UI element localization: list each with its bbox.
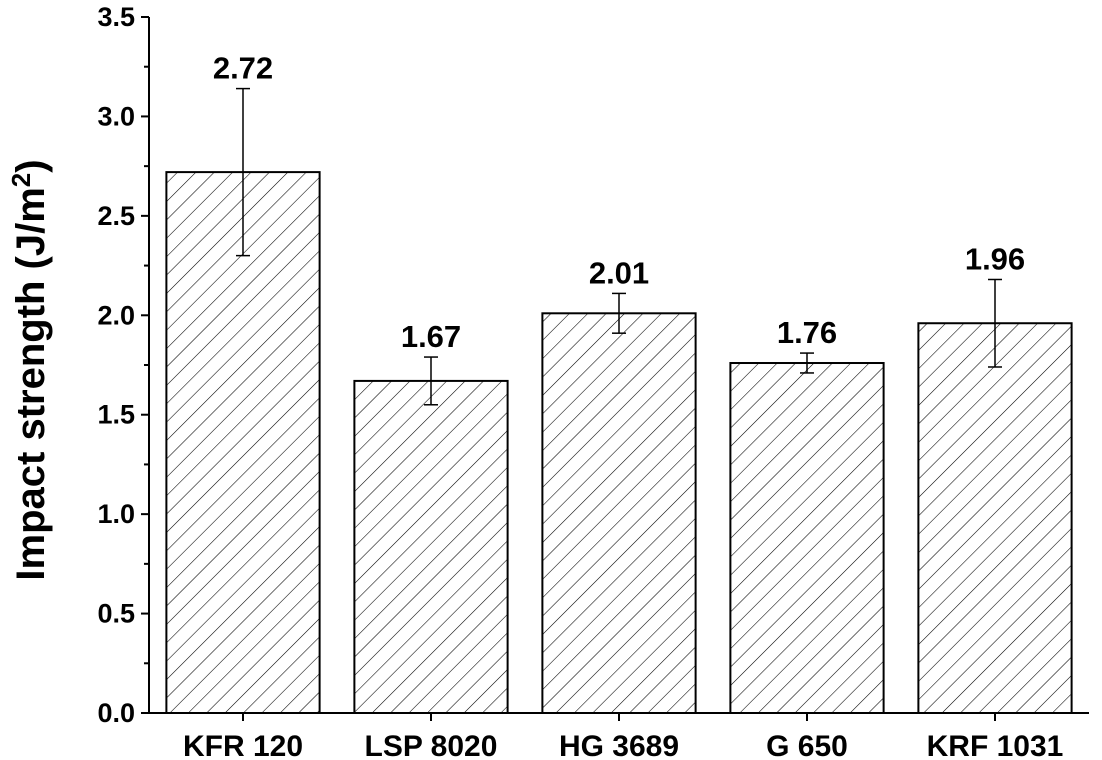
bar-kfr-120 [165,171,321,714]
axes-layer: KFR 120 LSP 8020 HG 3689 G 650 KRF 1031 0.0 0.… [97,2,1089,760]
bar-g-650 [729,362,885,714]
error-bar [236,87,250,257]
y-tick-label: 1.0 [97,499,135,529]
y-tick-label: 3.5 [97,2,135,32]
error-bar [988,278,1002,368]
x-tick-label: G 650 [766,730,848,760]
error-bar [800,352,814,374]
y-tick-label: 3.0 [97,101,135,131]
y-tick-label: 0.5 [97,599,135,629]
data-label: 1.67 [401,319,461,354]
x-tick-label: KRF 1031 [927,730,1064,760]
bar-krf-1031 [917,322,1073,714]
y-tick-label: 2.0 [97,300,135,330]
bar-hg-3689 [541,312,697,714]
data-label: 2.01 [589,255,649,290]
y-tick-label: 1.5 [97,400,135,430]
data-labels-layer: 2.72 1.67 2.01 1.76 1.96 [213,51,1025,354]
error-bars-layer [236,87,1002,406]
y-tick-label: 0.0 [97,698,135,728]
data-label: 1.76 [777,315,837,350]
x-tick-label: LSP 8020 [365,730,498,760]
x-tick-label: HG 3689 [559,730,679,760]
data-label: 1.96 [965,241,1025,276]
error-bar [424,356,438,406]
error-bar [612,292,626,334]
y-axis-title: Impact strength (J/m2) [6,159,53,580]
y-tick-label: 2.5 [97,201,135,231]
bars-layer [165,171,1073,714]
bar-lsp-8020 [353,379,509,714]
x-tick-label: KFR 120 [183,730,303,760]
data-label: 2.72 [213,51,273,86]
